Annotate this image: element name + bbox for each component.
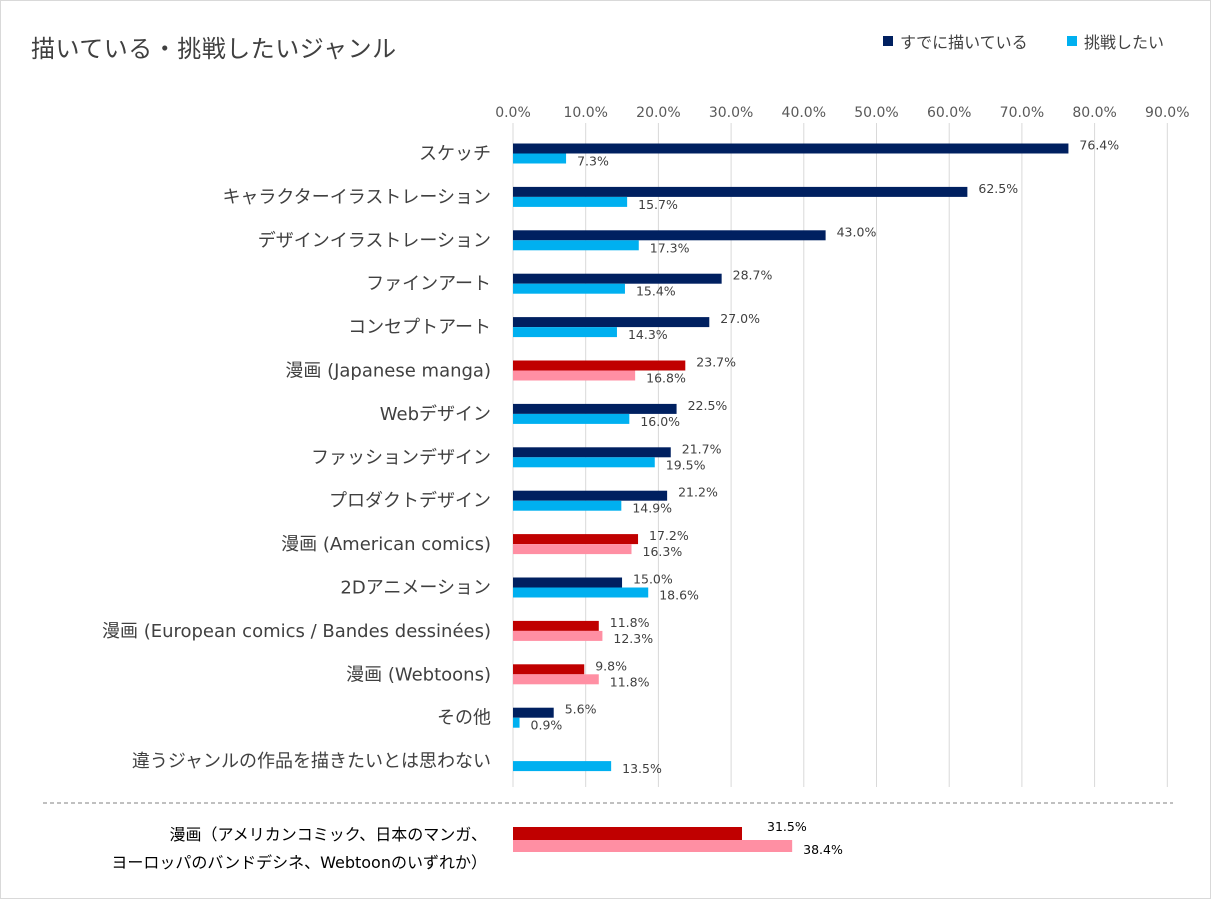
category-label: 2Dアニメーション xyxy=(340,578,491,599)
data-label-series2: 19.5% xyxy=(666,457,706,472)
x-tick-label: 70.0% xyxy=(1000,105,1044,121)
data-label-series1: 76.4% xyxy=(1079,138,1119,153)
bar-series2 xyxy=(513,327,617,338)
bar-series2 xyxy=(513,370,636,381)
legend-swatch-series2 xyxy=(1067,36,1077,46)
summary-label-line1: 漫画（アメリカンコミック、日本のマンガ、 xyxy=(170,825,487,844)
bar-series2 xyxy=(513,500,622,511)
bar-series1 xyxy=(513,230,826,241)
category-label: ファッションデザイン xyxy=(311,447,491,468)
bar-series1 xyxy=(513,620,599,631)
bar-series1 xyxy=(513,534,639,545)
summary-label-line2: ヨーロッパのバンドデシネ、Webtoonのいずれか） xyxy=(111,853,487,872)
data-label-series2: 14.9% xyxy=(632,501,672,516)
data-label-series2: 16.8% xyxy=(646,371,686,386)
bar-series1 xyxy=(513,143,1069,154)
x-tick-label: 80.0% xyxy=(1072,105,1116,121)
x-tick-label: 50.0% xyxy=(854,105,898,121)
data-label-series2: 0.9% xyxy=(531,718,563,733)
data-label-series2: 16.3% xyxy=(643,544,683,559)
data-label-series1: 28.7% xyxy=(733,268,773,283)
x-tick-label: 90.0% xyxy=(1145,105,1189,121)
category-label: その他 xyxy=(437,708,491,729)
bar-series2 xyxy=(513,761,612,772)
bar-series2 xyxy=(513,630,603,641)
category-label: ファインアート xyxy=(366,274,491,295)
summary-data-label-series2: 38.4% xyxy=(803,842,843,857)
category-label: コンセプトアート xyxy=(348,317,491,338)
data-label-series1: 17.2% xyxy=(649,528,689,543)
chart-title: 描いている・挑戦したいジャンル xyxy=(31,35,397,63)
legend-label-series2: 挑戦したい xyxy=(1084,33,1165,52)
bar-series2 xyxy=(513,544,632,555)
summary-bar-series2 xyxy=(513,840,793,852)
bar-series1 xyxy=(513,707,554,718)
legend-swatch-series1 xyxy=(883,36,893,46)
data-label-series1: 22.5% xyxy=(688,398,728,413)
category-label: プロダクトデザイン xyxy=(329,491,491,512)
x-tick-label: 60.0% xyxy=(927,105,971,121)
data-label-series1: 62.5% xyxy=(978,181,1018,196)
data-label-series2: 12.3% xyxy=(613,631,653,646)
bar-series2 xyxy=(513,587,649,598)
data-label-series1: 21.7% xyxy=(682,441,722,456)
data-label-series2: 16.0% xyxy=(640,414,680,429)
data-label-series2: 11.8% xyxy=(610,674,650,689)
data-label-series1: 23.7% xyxy=(696,355,736,370)
category-label: 漫画 (Japanese manga) xyxy=(285,361,491,382)
data-label-series1: 43.0% xyxy=(837,224,877,239)
bar-series1 xyxy=(513,273,722,284)
bar-series1 xyxy=(513,317,710,328)
bar-series1 xyxy=(513,490,668,501)
data-label-series2: 15.7% xyxy=(638,197,678,212)
category-label: 違うジャンルの作品を描きたいとは思わない xyxy=(132,751,491,772)
category-label: デザインイラストレーション xyxy=(258,230,491,251)
data-label-series1: 5.6% xyxy=(565,702,597,717)
bar-series2 xyxy=(513,196,628,207)
bar-series1 xyxy=(513,403,677,414)
data-label-series2: 18.6% xyxy=(659,588,699,603)
data-label-series2: 15.4% xyxy=(636,284,676,299)
category-label: 漫画 (American comics) xyxy=(281,534,491,555)
bar-series1 xyxy=(513,447,671,458)
category-label: キャラクターイラストレーション xyxy=(222,187,491,208)
bar-series1 xyxy=(513,664,585,675)
legend-item-series2: 挑戦したい xyxy=(1067,29,1164,53)
bar-series1 xyxy=(513,577,623,588)
bar-series2 xyxy=(513,240,639,251)
data-label-series1: 9.8% xyxy=(595,658,627,673)
x-tick-label: 40.0% xyxy=(782,105,826,121)
bar-series2 xyxy=(513,717,520,728)
data-label-series1: 21.2% xyxy=(678,485,718,500)
data-label-series2: 17.3% xyxy=(650,240,690,255)
category-label: 漫画 (European comics / Bandes dessinées) xyxy=(102,621,491,642)
data-label-series2: 13.5% xyxy=(622,761,662,776)
data-label-series1: 11.8% xyxy=(610,615,650,630)
x-tick-label: 20.0% xyxy=(636,105,680,121)
bar-series2 xyxy=(513,153,567,164)
category-label: 漫画 (Webtoons) xyxy=(346,664,491,685)
data-label-series1: 27.0% xyxy=(720,311,760,326)
summary-data-label-series1: 31.5% xyxy=(767,819,807,834)
category-label: スケッチ xyxy=(419,144,491,165)
x-tick-label: 10.0% xyxy=(563,105,607,121)
data-label-series1: 15.0% xyxy=(633,572,673,587)
x-tick-label: 30.0% xyxy=(709,105,753,121)
category-label: Webデザイン xyxy=(380,404,491,425)
data-label-series2: 7.3% xyxy=(577,154,609,169)
bar-series2 xyxy=(513,413,630,424)
x-tick-label: 0.0% xyxy=(495,105,531,121)
legend-label-series1: すでに描いている xyxy=(900,33,1028,52)
bar-series2 xyxy=(513,457,655,468)
bar-series2 xyxy=(513,674,599,685)
legend-item-series1: すでに描いている xyxy=(883,29,1028,53)
summary-bar-series1 xyxy=(513,827,743,840)
bar-series1 xyxy=(513,360,686,371)
bar-series1 xyxy=(513,186,968,197)
data-label-series2: 14.3% xyxy=(628,327,668,342)
bar-series2 xyxy=(513,283,625,294)
